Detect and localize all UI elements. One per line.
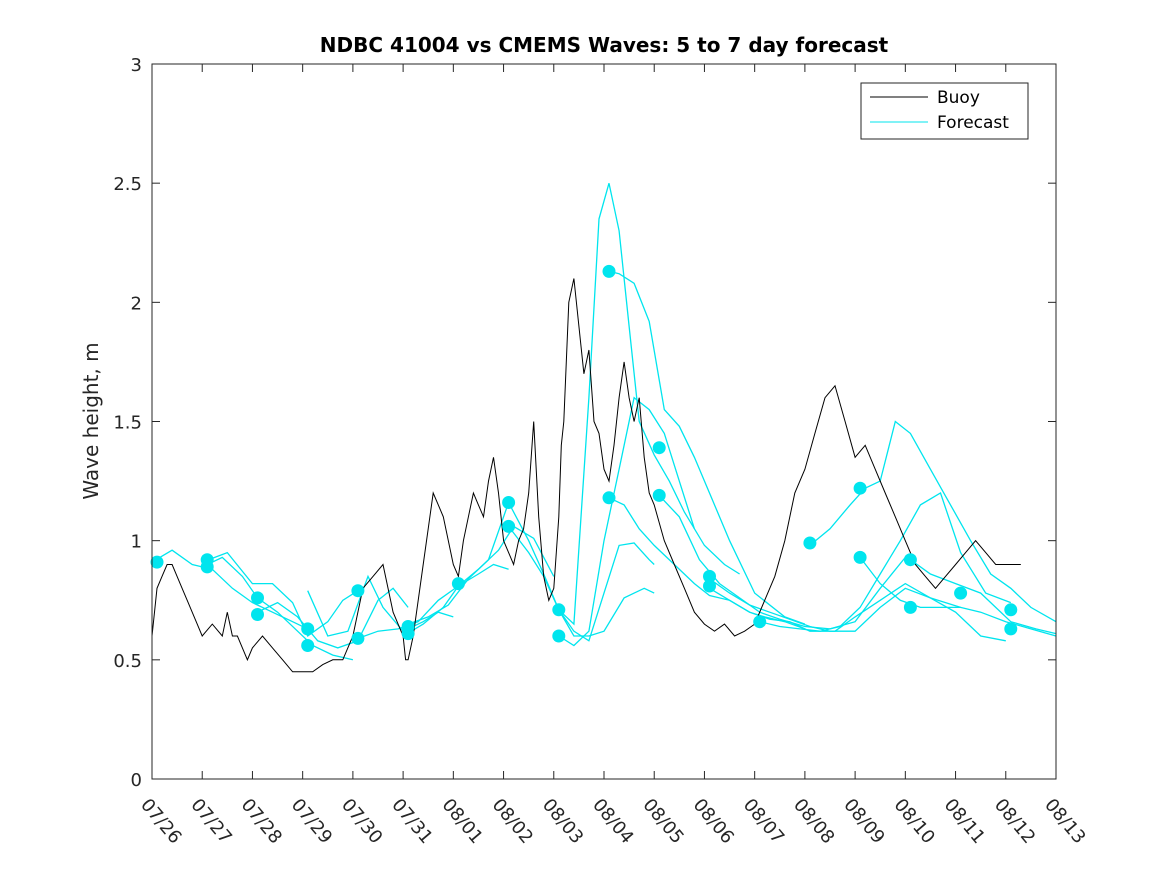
y-tick-label: 1: [131, 532, 142, 553]
y-tick-label: 2.5: [113, 174, 142, 195]
y-tick-label: 0: [131, 770, 142, 791]
buoy-line: [151, 278, 1021, 673]
forecast-marker: [703, 569, 716, 583]
forecast-line-15: [709, 578, 961, 632]
forecast-marker: [251, 591, 264, 605]
forecast-line-14: [658, 494, 906, 630]
forecast-marker: [150, 555, 164, 569]
forecast-line-13: [608, 497, 806, 630]
forecast-marker: [602, 491, 616, 505]
forecast-line-16: [709, 582, 1006, 642]
forecast-marker: [1004, 603, 1018, 617]
forecast-marker: [301, 622, 315, 636]
forecast-marker: [200, 560, 214, 574]
forecast-line-10: [558, 542, 655, 642]
forecast-line-7: [407, 500, 560, 625]
forecast-marker: [602, 264, 616, 278]
forecast-marker: [502, 519, 516, 533]
forecast-marker: [301, 639, 315, 652]
chart-title: NDBC 41004 vs CMEMS Waves: 5 to 7 day fo…: [320, 33, 889, 57]
y-tick-label: 1.5: [113, 413, 142, 434]
forecast-marker: [1004, 622, 1018, 636]
forecast-marker: [652, 488, 666, 502]
forecast-marker: [853, 550, 867, 564]
forecast-marker: [552, 603, 566, 617]
y-axis-label: Wave height, m: [79, 342, 103, 499]
forecast-marker: [351, 584, 365, 598]
y-tick-label: 2: [131, 293, 142, 314]
forecast-line-9: [558, 396, 696, 647]
forecast-line-17: [759, 492, 1012, 632]
forecast-marker: [451, 577, 465, 591]
forecast-marker: [903, 600, 917, 614]
legend-buoy-label: Buoy: [937, 88, 980, 108]
forecast-line-3: [252, 587, 409, 649]
y-tick-label: 3: [131, 55, 142, 76]
forecast-line-5: [357, 563, 509, 640]
forecast-line-2: [201, 551, 359, 637]
legend: Buoy Forecast: [860, 82, 1029, 140]
forecast-marker: [502, 496, 516, 509]
forecast-line-19: [859, 557, 1057, 637]
forecast-marker: [251, 608, 264, 621]
forecast-marker: [954, 586, 968, 600]
forecast-marker: [401, 627, 415, 641]
plot-area: [150, 183, 1057, 673]
forecast-marker: [552, 629, 566, 643]
legend-box: [860, 82, 1029, 140]
y-axis: 0 0.5 1 1.5 2 2.5 3: [113, 55, 1056, 791]
forecast-line-0: [151, 549, 308, 630]
forecast-marker: [903, 553, 917, 567]
forecast-line-20: [910, 559, 1057, 635]
legend-forecast-label: Forecast: [937, 113, 1009, 133]
forecast-marker: [753, 615, 767, 629]
forecast-marker: [351, 631, 365, 645]
forecast-line-18: [809, 420, 1057, 623]
y-tick-label: 0.5: [113, 651, 142, 672]
forecast-marker: [703, 579, 716, 593]
forecast-line-12: [608, 270, 806, 625]
forecast-marker: [652, 441, 666, 455]
forecast-line-1: [201, 556, 354, 661]
forecast-marker: [803, 536, 817, 550]
forecast-marker: [853, 481, 867, 495]
